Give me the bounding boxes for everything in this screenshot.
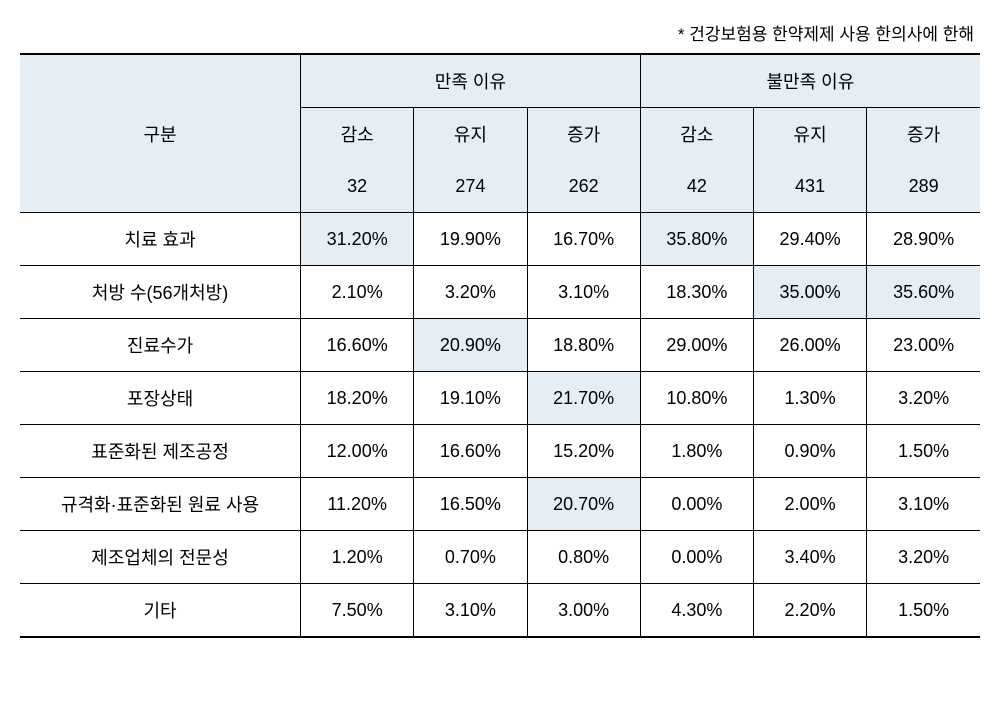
header-sat-inc: 증가	[527, 108, 640, 161]
cell-dis: 35.60%	[867, 266, 980, 319]
cell-sat: 18.80%	[527, 319, 640, 372]
cell-dis: 2.00%	[753, 478, 866, 531]
count-sat-keep: 274	[414, 160, 527, 213]
cell-sat: 16.60%	[414, 425, 527, 478]
cell-dis: 35.80%	[640, 213, 753, 266]
cell-sat: 3.00%	[527, 584, 640, 638]
row-label: 처방 수(56개처방)	[20, 266, 301, 319]
header-sat-dec: 감소	[301, 108, 414, 161]
cell-sat: 16.60%	[301, 319, 414, 372]
cell-sat: 0.80%	[527, 531, 640, 584]
cell-dis: 23.00%	[867, 319, 980, 372]
header-dis-dec: 감소	[640, 108, 753, 161]
cell-dis: 3.10%	[867, 478, 980, 531]
cell-dis: 3.20%	[867, 531, 980, 584]
row-label: 포장상태	[20, 372, 301, 425]
cell-dis: 26.00%	[753, 319, 866, 372]
cell-dis: 10.80%	[640, 372, 753, 425]
row-label: 치료 효과	[20, 213, 301, 266]
cell-sat: 15.20%	[527, 425, 640, 478]
cell-sat: 3.10%	[414, 584, 527, 638]
cell-sat: 7.50%	[301, 584, 414, 638]
header-dis-keep: 유지	[753, 108, 866, 161]
cell-sat: 21.70%	[527, 372, 640, 425]
cell-sat: 19.90%	[414, 213, 527, 266]
cell-sat: 16.50%	[414, 478, 527, 531]
count-dis-inc: 289	[867, 160, 980, 213]
row-label: 기타	[20, 584, 301, 638]
cell-dis: 3.40%	[753, 531, 866, 584]
header-dis-inc: 증가	[867, 108, 980, 161]
count-dis-dec: 42	[640, 160, 753, 213]
header-category: 구분	[20, 54, 301, 213]
cell-sat: 16.70%	[527, 213, 640, 266]
cell-dis: 29.00%	[640, 319, 753, 372]
cell-sat: 19.10%	[414, 372, 527, 425]
cell-sat: 1.20%	[301, 531, 414, 584]
cell-dis: 35.00%	[753, 266, 866, 319]
cell-sat: 18.20%	[301, 372, 414, 425]
cell-dis: 18.30%	[640, 266, 753, 319]
header-sat-keep: 유지	[414, 108, 527, 161]
cell-sat: 12.00%	[301, 425, 414, 478]
row-label: 제조업체의 전문성	[20, 531, 301, 584]
count-sat-inc: 262	[527, 160, 640, 213]
cell-dis: 28.90%	[867, 213, 980, 266]
footnote-text: * 건강보험용 한약제제 사용 한의사에 한해	[20, 20, 980, 45]
cell-dis: 0.00%	[640, 531, 753, 584]
cell-sat: 0.70%	[414, 531, 527, 584]
row-label: 규격화·표준화된 원료 사용	[20, 478, 301, 531]
cell-sat: 20.90%	[414, 319, 527, 372]
cell-sat: 2.10%	[301, 266, 414, 319]
cell-dis: 2.20%	[753, 584, 866, 638]
cell-sat: 20.70%	[527, 478, 640, 531]
cell-sat: 31.20%	[301, 213, 414, 266]
row-label: 진료수가	[20, 319, 301, 372]
cell-dis: 1.50%	[867, 425, 980, 478]
count-dis-keep: 431	[753, 160, 866, 213]
cell-dis: 1.50%	[867, 584, 980, 638]
row-label: 표준화된 제조공정	[20, 425, 301, 478]
cell-dis: 1.80%	[640, 425, 753, 478]
cell-sat: 3.20%	[414, 266, 527, 319]
header-group-satisfied: 만족 이유	[301, 54, 641, 108]
cell-dis: 29.40%	[753, 213, 866, 266]
header-group-dissatisfied: 불만족 이유	[640, 54, 980, 108]
data-table: 구분 만족 이유 불만족 이유 감소 유지 증가 감소 유지 증가 32 274…	[20, 53, 980, 638]
cell-dis: 0.00%	[640, 478, 753, 531]
count-sat-dec: 32	[301, 160, 414, 213]
cell-dis: 1.30%	[753, 372, 866, 425]
cell-dis: 0.90%	[753, 425, 866, 478]
cell-sat: 3.10%	[527, 266, 640, 319]
cell-dis: 4.30%	[640, 584, 753, 638]
cell-dis: 3.20%	[867, 372, 980, 425]
cell-sat: 11.20%	[301, 478, 414, 531]
